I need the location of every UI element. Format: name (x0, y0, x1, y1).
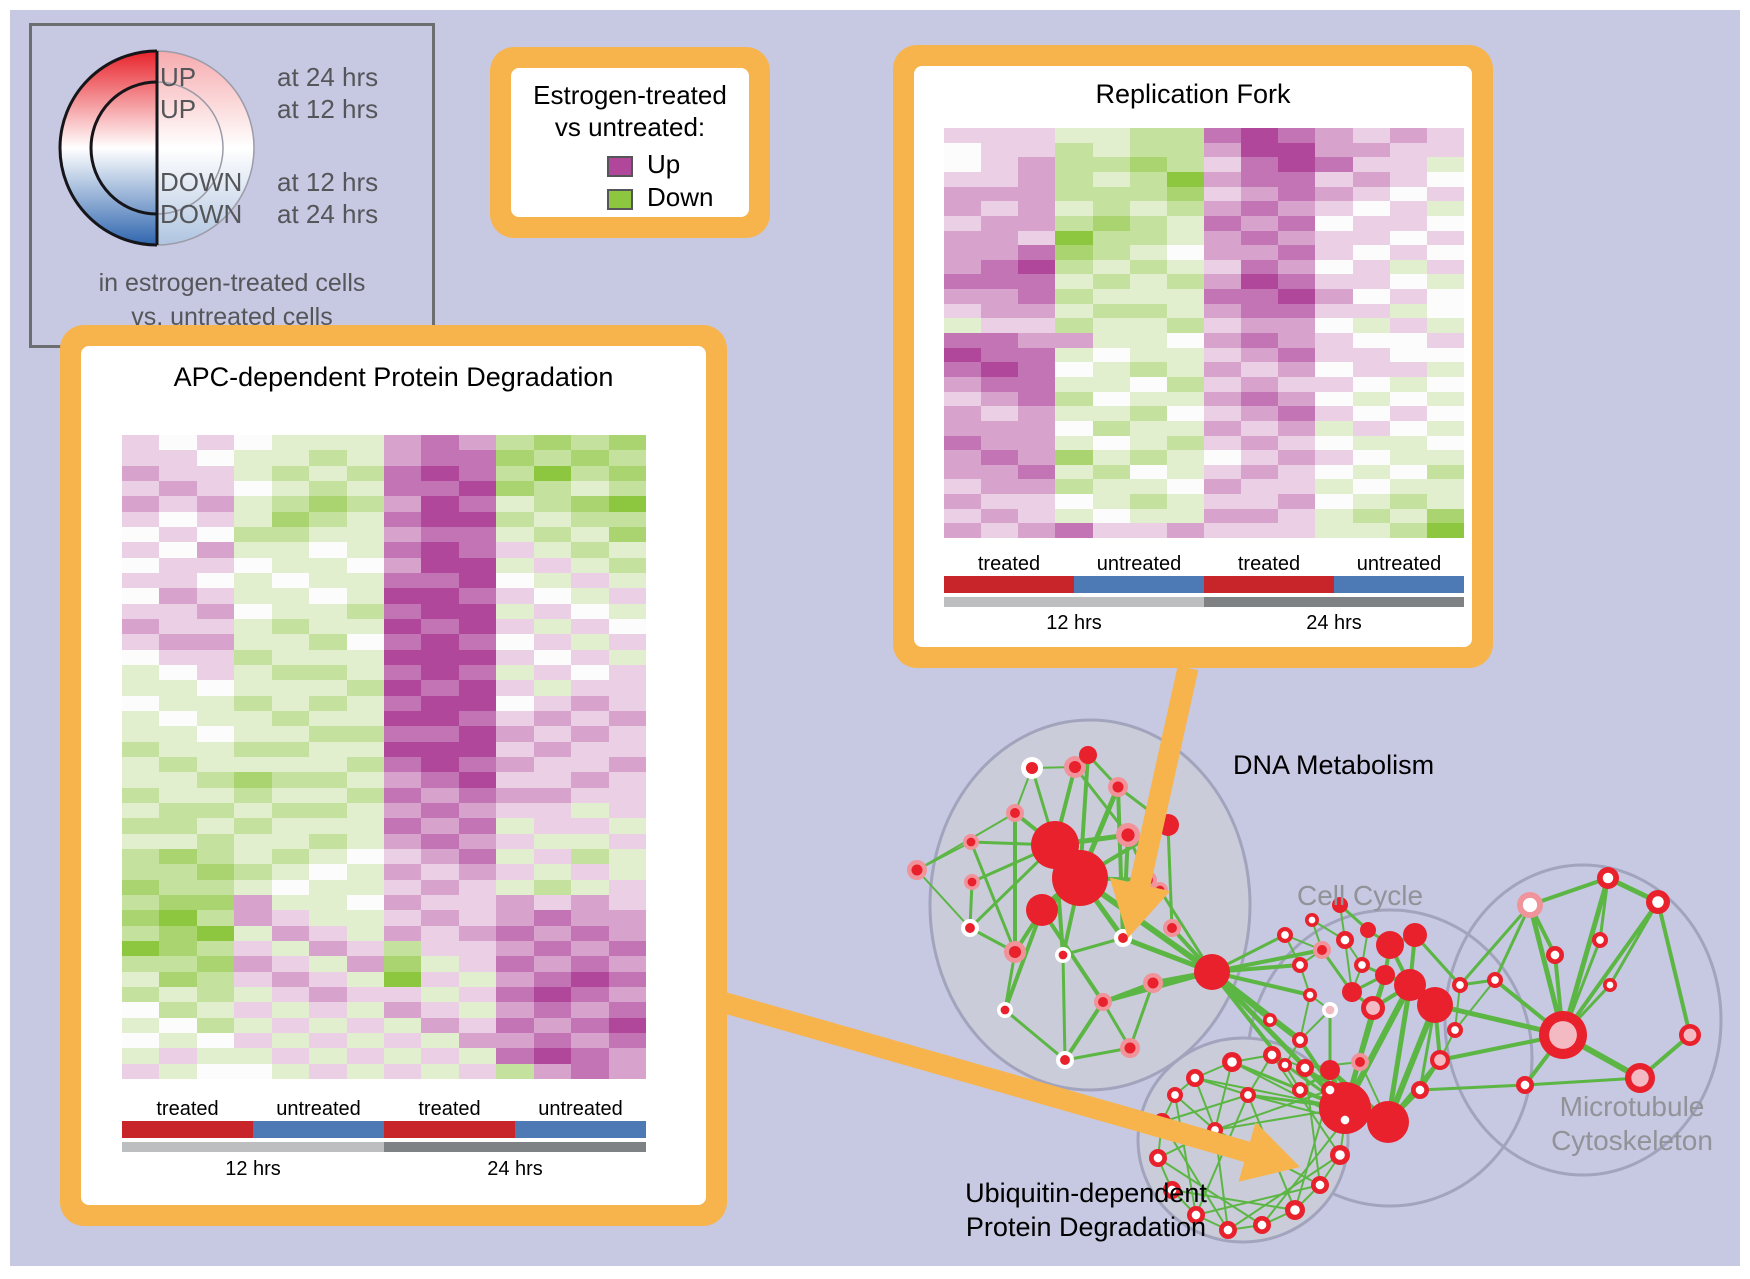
apc-24hrs-bar (384, 1142, 646, 1152)
ubiquitin-label: Ubiquitin-dependent Protein Degradation (955, 1176, 1217, 1244)
microtubule-label-line1: Microtubule (1559, 1091, 1705, 1122)
replication-fork-card: Replication Fork treated untreated treat… (914, 66, 1472, 647)
apc-time-labels: 12 hrs 24 hrs (122, 1158, 646, 1182)
apc-treated-bar-2 (384, 1121, 515, 1138)
timepoint-donut-diagram (58, 49, 255, 247)
microtubule-label-line2: Cytoskeleton (1551, 1125, 1713, 1156)
rf-12hrs-label: 12 hrs (1046, 612, 1102, 634)
dna-metabolism-label: DNA Metabolism (1233, 750, 1435, 780)
updown-title-line2: vs untreated: (554, 112, 706, 142)
up-24-time: at 24 hrs (277, 62, 379, 92)
timepoint-legend: UP at 24 hrs UP at 12 hrs DOWN at 12 hrs… (29, 23, 435, 348)
rf-condition-bars (944, 576, 1464, 593)
microtubule-label: Microtubule Cytoskeleton (1520, 1090, 1744, 1158)
apc-group-untreated-12: untreated (276, 1098, 361, 1120)
ubiquitin-label-line1: Ubiquitin-dependent (965, 1178, 1207, 1208)
rf-24hrs-label: 24 hrs (1306, 612, 1362, 634)
apc-12hrs-label: 12 hrs (225, 1158, 281, 1180)
updown-legend-card: Estrogen-treated vs untreated: Up Down (511, 68, 749, 217)
cell-cycle-label: Cell Cycle (1296, 880, 1424, 911)
apc-time-bars (122, 1142, 646, 1152)
down-24-time: at 24 hrs (277, 199, 379, 229)
apc-12hrs-bar (122, 1142, 384, 1152)
replication-fork-heatmap (944, 128, 1464, 538)
apc-group-treated-12: treated (156, 1098, 219, 1120)
apc-group-untreated-24: untreated (538, 1098, 623, 1120)
up-24-dir: UP (160, 62, 197, 92)
apc-untreated-bar-2 (515, 1121, 646, 1138)
updown-title-line1: Estrogen-treated (533, 80, 727, 110)
replication-fork-title: Replication Fork (1095, 79, 1291, 109)
apc-heatmap (122, 435, 646, 1079)
apc-condition-bars (122, 1121, 646, 1138)
apc-panel: APC-dependent Protein Degradation treate… (60, 325, 727, 1226)
ubiquitin-label-line2: Protein Degradation (965, 1212, 1207, 1242)
updown-legend: Estrogen-treated vs untreated: Up Down (490, 47, 770, 238)
rf-group-untreated-12: untreated (1096, 553, 1182, 575)
rf-time-bars (944, 597, 1464, 607)
network-nodes (907, 746, 1701, 1239)
down-24-dir: DOWN (160, 199, 243, 229)
orange-arrows (712, 665, 1300, 1182)
up-12-time: at 12 hrs (277, 94, 379, 124)
up-swatch (607, 156, 633, 177)
apc-treated-bar-1 (122, 1121, 253, 1138)
rf-group-labels: treated untreated treated untreated (944, 553, 1464, 575)
rf-untreated-bar-2 (1334, 576, 1464, 593)
apc-card: APC-dependent Protein Degradation treate… (81, 346, 706, 1205)
inner-circle-left-arc (89, 80, 158, 216)
down-label: Down (647, 182, 714, 212)
rf-untreated-bar-1 (1074, 576, 1204, 593)
up-label: Up (647, 149, 681, 179)
rf-group-treated-24: treated (1237, 553, 1301, 575)
down-swatch (607, 189, 633, 210)
replication-fork-panel: Replication Fork treated untreated treat… (893, 45, 1493, 668)
up-12-dir: UP (160, 94, 197, 124)
rf-24hrs-bar (1204, 597, 1464, 607)
inner-circle-right-arc (156, 81, 224, 215)
down-12-time: at 12 hrs (277, 167, 379, 197)
apc-group-treated-24: treated (418, 1098, 481, 1120)
rf-12hrs-bar (944, 597, 1204, 607)
down-12-dir: DOWN (160, 167, 243, 197)
outer-circle-right-arc (156, 50, 255, 246)
outer-circle-left-arc (58, 49, 158, 247)
rf-treated-bar-2 (1204, 576, 1334, 593)
rf-group-treated-12: treated (977, 553, 1041, 575)
apc-untreated-bar-1 (253, 1121, 384, 1138)
rf-treated-bar-1 (944, 576, 1074, 593)
rf-time-labels: 12 hrs 24 hrs (944, 612, 1464, 636)
apc-24hrs-label: 24 hrs (487, 1158, 543, 1180)
legend-caption-line1: in estrogen-treated cells (98, 269, 366, 297)
apc-group-labels: treated untreated treated untreated (122, 1098, 646, 1120)
apc-title: APC-dependent Protein Degradation (173, 362, 614, 392)
rf-group-untreated-24: untreated (1356, 553, 1442, 575)
